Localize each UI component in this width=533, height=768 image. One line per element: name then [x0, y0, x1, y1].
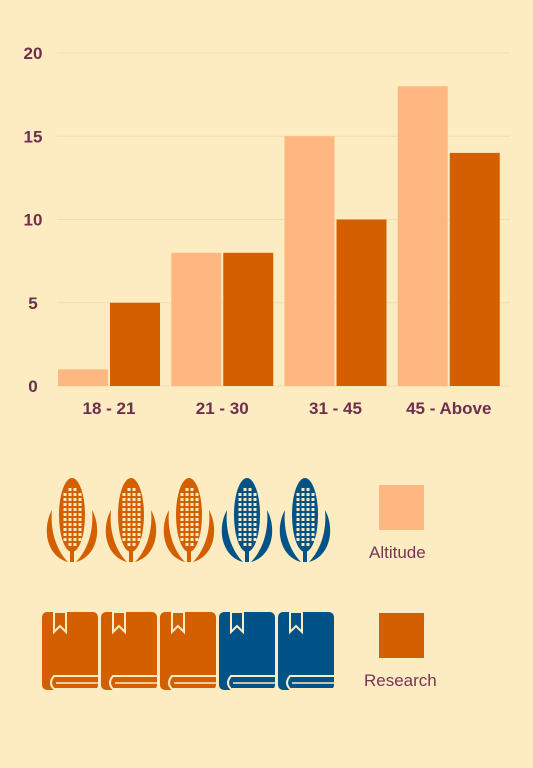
book-pictograph	[0, 600, 533, 700]
x-tick-label: 18 - 21	[83, 399, 136, 418]
book-icon	[219, 611, 275, 690]
bar-research	[110, 302, 160, 386]
y-axis-ticks: 0 5 10 15 20	[24, 44, 43, 396]
x-tick-label: 45 - Above	[406, 399, 491, 418]
bar-altitude	[397, 86, 448, 387]
legend-swatch-research	[379, 613, 424, 658]
bar-research	[449, 152, 500, 386]
book-icon	[42, 611, 98, 690]
y-tick-label: 15	[24, 127, 43, 146]
legend-label-research: Research	[364, 671, 437, 690]
book-icon	[278, 611, 334, 690]
legend-swatch-altitude	[379, 485, 424, 530]
y-tick-label: 5	[28, 294, 37, 313]
x-tick-label: 31 - 45	[309, 399, 362, 418]
bar-research	[223, 252, 274, 386]
y-tick-label: 10	[24, 211, 43, 230]
chart-bars	[58, 86, 500, 387]
corn-icon	[221, 478, 273, 562]
book-icon	[101, 611, 157, 690]
corn-icon	[279, 478, 331, 562]
corn-icon	[163, 478, 215, 562]
x-tick-label: 21 - 30	[196, 399, 249, 418]
book-icon	[160, 611, 216, 690]
bar-research	[336, 219, 387, 386]
y-tick-label: 0	[28, 377, 37, 396]
legend-label-altitude: Altitude	[369, 543, 426, 562]
x-axis-ticks: 18 - 21 21 - 30 31 - 45 45 - Above	[83, 399, 492, 418]
corn-icon	[46, 478, 98, 562]
bar-altitude	[58, 369, 108, 386]
bar-altitude	[284, 136, 335, 386]
corn-icon	[105, 478, 157, 562]
bar-chart: 0 5 10 15 20 18 - 21 21 - 30 31 - 45 45 - Above	[24, 44, 510, 418]
y-tick-label: 20	[24, 44, 43, 63]
corn-pictograph	[0, 470, 533, 570]
bar-altitude	[171, 252, 222, 386]
